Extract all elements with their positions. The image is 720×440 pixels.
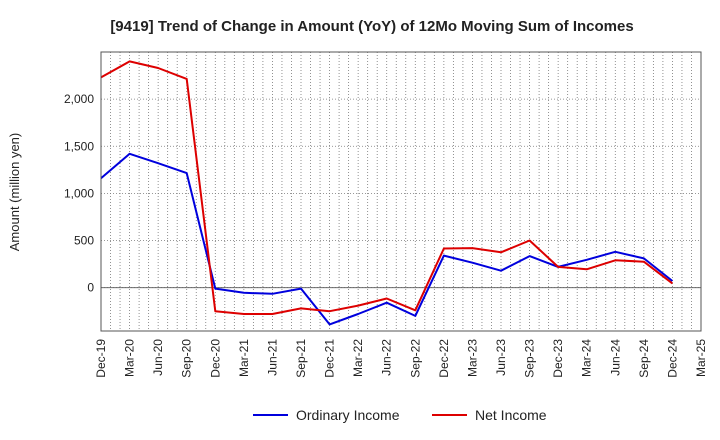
- x-tick-label: Dec-20: [208, 339, 222, 378]
- x-tick-label: Jun-21: [265, 339, 279, 376]
- y-tick-label: 1,500: [64, 139, 94, 153]
- x-tick-label: Sep-22: [408, 339, 422, 378]
- x-tick-label: Mar-24: [580, 339, 594, 377]
- y-ticks: 0 500 1,000 1,500 2,000: [64, 92, 94, 295]
- plot-frame: [100, 51, 702, 332]
- x-ticks: Dec-19 Mar-20 Jun-20 Sep-20 Dec-20 Mar-21 Jun-…: [94, 339, 708, 378]
- x-tick-label: Jun-24: [608, 339, 622, 376]
- x-tick-label: Sep-23: [523, 339, 537, 378]
- x-tick-label: Mar-20: [123, 339, 137, 377]
- y-tick-label: 2,000: [64, 92, 94, 106]
- x-tick-label: Jun-22: [380, 339, 394, 376]
- x-tick-label: Mar-21: [237, 339, 251, 377]
- y-axis-label: Amount (million yen): [7, 133, 22, 252]
- x-tick-label: Mar-22: [351, 339, 365, 377]
- x-tick-label: Mar-25: [694, 339, 708, 377]
- chart-title: [9419] Trend of Change in Amount (YoY) o…: [110, 18, 633, 35]
- x-tick-label: Dec-21: [323, 339, 337, 378]
- series-line-ordinary-income: [100, 152, 674, 326]
- legend: Ordinary Income Net Income: [253, 407, 547, 423]
- x-tick-label: Dec-19: [94, 339, 108, 378]
- x-tick-label: Dec-24: [665, 339, 679, 378]
- x-tick-label: Mar-23: [465, 339, 479, 377]
- x-tick-label: Sep-20: [180, 339, 194, 378]
- legend-label: Net Income: [475, 407, 547, 423]
- x-tick-label: Jun-20: [151, 339, 165, 376]
- y-tick-label: 0: [87, 281, 94, 295]
- x-tick-label: Dec-23: [551, 339, 565, 378]
- y-tick-label: 500: [74, 234, 94, 248]
- series-line-net-income: [100, 60, 674, 315]
- x-tick-label: Jun-23: [494, 339, 508, 376]
- grid: [101, 52, 701, 331]
- y-tick-label: 1,000: [64, 186, 94, 200]
- x-tick-label: Sep-21: [294, 339, 308, 378]
- series-lines: [100, 60, 674, 326]
- x-tick-label: Sep-24: [637, 339, 651, 378]
- legend-label: Ordinary Income: [296, 407, 400, 423]
- x-tick-label: Dec-22: [437, 339, 451, 378]
